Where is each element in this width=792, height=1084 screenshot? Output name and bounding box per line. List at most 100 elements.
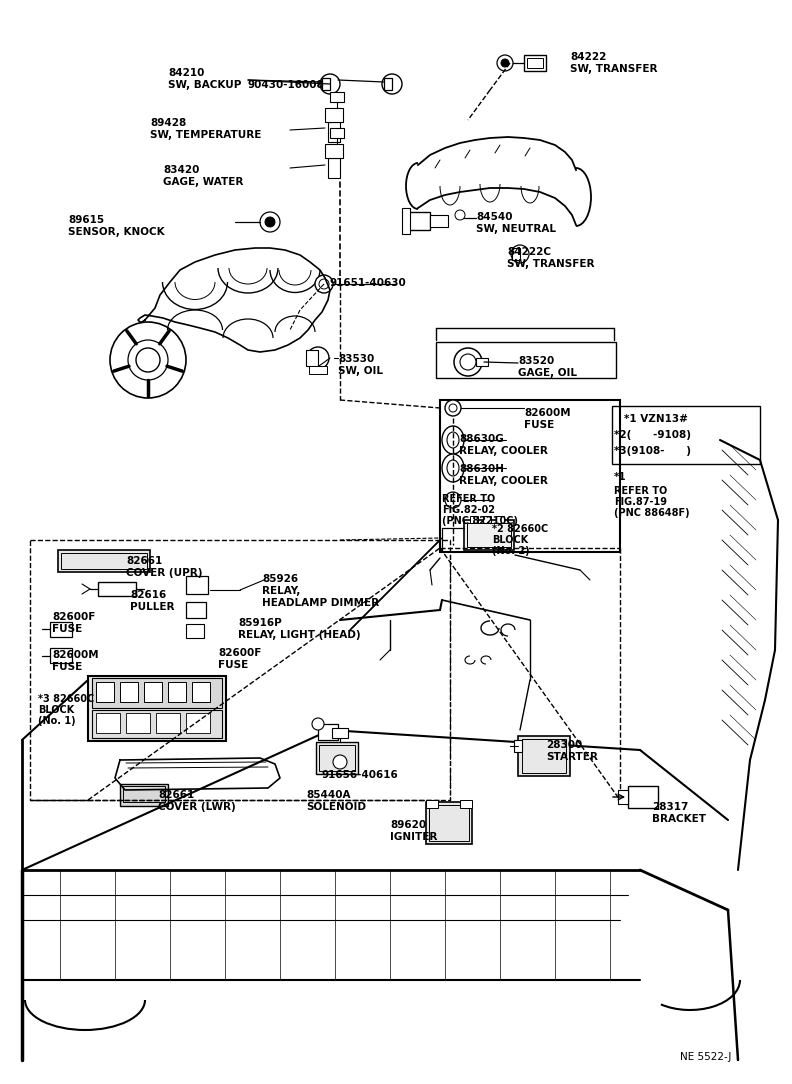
Bar: [319, 745, 355, 771]
Bar: [186, 602, 206, 618]
Bar: [460, 800, 472, 808]
Text: (No. 1): (No. 1): [38, 717, 75, 726]
Text: SW, NEUTRAL: SW, NEUTRAL: [476, 224, 556, 234]
Bar: [430, 215, 448, 227]
Text: (No. 2): (No. 2): [492, 546, 530, 556]
Circle shape: [454, 348, 482, 376]
Circle shape: [265, 217, 275, 227]
Text: 83530: 83530: [338, 354, 375, 364]
Bar: [316, 743, 358, 774]
Text: (PNC 88648F): (PNC 88648F): [614, 508, 690, 518]
Text: 82600F: 82600F: [218, 648, 261, 658]
Bar: [483, 516, 491, 522]
Bar: [436, 341, 616, 378]
Text: 28317: 28317: [652, 802, 688, 812]
Bar: [328, 158, 340, 178]
Bar: [168, 682, 186, 702]
Bar: [328, 122, 340, 142]
Bar: [330, 92, 344, 102]
Bar: [306, 350, 318, 366]
Text: SW, TRANSFER: SW, TRANSFER: [570, 64, 657, 74]
Text: 28300: 28300: [546, 740, 582, 750]
Text: BLOCK: BLOCK: [38, 705, 74, 715]
Bar: [120, 682, 138, 702]
Bar: [30, 540, 450, 800]
Circle shape: [320, 74, 340, 94]
Text: 88630G: 88630G: [459, 434, 504, 444]
Text: FUSE: FUSE: [52, 662, 82, 672]
Text: GAGE, OIL: GAGE, OIL: [518, 367, 577, 378]
Text: 84222: 84222: [570, 52, 607, 62]
Bar: [522, 739, 566, 773]
Bar: [123, 786, 165, 802]
Text: *2(      -9108): *2( -9108): [614, 430, 691, 440]
Text: *1 VZN13#: *1 VZN13#: [624, 414, 688, 424]
Bar: [92, 678, 222, 708]
Circle shape: [382, 74, 402, 94]
Bar: [58, 550, 150, 572]
Bar: [50, 648, 72, 663]
Text: 90430-16008: 90430-16008: [248, 80, 325, 90]
Text: 88630H: 88630H: [459, 464, 504, 474]
Text: *3 82660C: *3 82660C: [38, 694, 94, 704]
Bar: [318, 724, 338, 740]
Circle shape: [511, 245, 529, 263]
Text: RELAY, COOLER: RELAY, COOLER: [459, 446, 548, 456]
Bar: [618, 790, 628, 804]
Bar: [440, 400, 620, 552]
Text: 83420: 83420: [163, 165, 200, 175]
Bar: [61, 553, 147, 569]
Bar: [309, 366, 327, 374]
Text: GAGE, WATER: GAGE, WATER: [163, 177, 243, 188]
Text: 85440A: 85440A: [306, 790, 351, 800]
Text: SW, TEMPERATURE: SW, TEMPERATURE: [150, 130, 261, 140]
Text: 82600M: 82600M: [52, 650, 99, 660]
Bar: [476, 358, 488, 366]
Text: 82600F: 82600F: [52, 612, 95, 622]
Bar: [384, 78, 392, 90]
Text: FUSE: FUSE: [218, 660, 248, 670]
Bar: [429, 805, 469, 841]
Text: 91656-40616: 91656-40616: [322, 770, 398, 780]
Text: SW, TRANSFER: SW, TRANSFER: [507, 259, 595, 269]
Bar: [402, 208, 410, 234]
Text: 82600M: 82600M: [524, 408, 570, 418]
Ellipse shape: [442, 426, 464, 454]
Bar: [186, 624, 204, 638]
Circle shape: [445, 492, 461, 508]
Text: 84210: 84210: [168, 68, 204, 78]
Text: FUSE: FUSE: [52, 624, 82, 634]
Bar: [426, 802, 472, 844]
Text: SOLENOID: SOLENOID: [306, 802, 366, 812]
Circle shape: [333, 754, 347, 769]
Bar: [527, 59, 543, 68]
Text: FUSE: FUSE: [524, 420, 554, 430]
Ellipse shape: [447, 460, 459, 476]
Text: 82616: 82616: [130, 590, 166, 601]
Circle shape: [501, 59, 509, 67]
Bar: [322, 78, 330, 90]
Text: RELAY, COOLER: RELAY, COOLER: [459, 476, 548, 486]
Bar: [156, 713, 180, 733]
Bar: [186, 713, 210, 733]
Bar: [628, 786, 658, 808]
Bar: [325, 108, 343, 122]
Circle shape: [460, 354, 476, 370]
Circle shape: [312, 718, 324, 730]
Text: BRACKET: BRACKET: [652, 814, 706, 824]
Bar: [144, 682, 162, 702]
Circle shape: [449, 404, 457, 412]
Text: 85916P: 85916P: [238, 618, 282, 628]
Bar: [96, 713, 120, 733]
Bar: [330, 128, 344, 138]
Bar: [98, 582, 136, 596]
Text: 83520: 83520: [518, 356, 554, 366]
Bar: [126, 713, 150, 733]
Text: COVER (LWR): COVER (LWR): [158, 802, 236, 812]
Text: FIG.82-02: FIG.82-02: [442, 505, 495, 515]
Circle shape: [445, 400, 461, 416]
Bar: [96, 682, 114, 702]
Bar: [88, 676, 226, 741]
Text: *3(9108-      ): *3(9108- ): [614, 446, 691, 456]
Text: IGNITER: IGNITER: [390, 833, 437, 842]
